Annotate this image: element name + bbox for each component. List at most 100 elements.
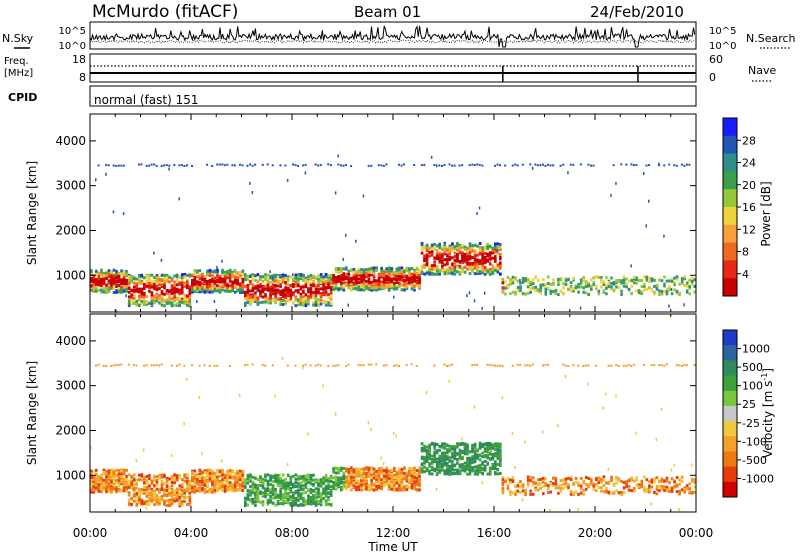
range-cell (188, 298, 192, 302)
range-cell (471, 249, 474, 253)
range-cell (208, 283, 212, 287)
range-cell (486, 254, 489, 258)
range-cell (251, 294, 255, 298)
range-cell (458, 264, 462, 268)
range-cell (175, 296, 179, 300)
range-cell (372, 266, 376, 270)
range-cell (478, 259, 482, 263)
range-cell (622, 281, 626, 285)
range-cell (221, 284, 224, 288)
range-cell (430, 466, 434, 470)
range-cell (438, 164, 441, 167)
range-cell (312, 301, 315, 305)
range-cell (395, 274, 399, 278)
range-cell (218, 284, 222, 288)
range-cell (188, 495, 192, 499)
range-cell (191, 486, 194, 490)
range-cell (256, 496, 260, 499)
range-cell (451, 271, 454, 274)
range-cell (367, 164, 370, 167)
range-cell (473, 243, 477, 247)
range-cell (370, 479, 373, 483)
range-cell (269, 291, 272, 295)
range-cell (420, 446, 424, 450)
range-cell (236, 478, 239, 482)
range-cell (332, 275, 335, 279)
range-cell (183, 281, 186, 285)
range-cell (186, 297, 189, 301)
range-cell (120, 269, 123, 273)
range-cell (483, 272, 487, 276)
range-cell (173, 473, 176, 477)
range-cell (180, 281, 184, 285)
range-cell (183, 301, 186, 305)
range-cell (362, 476, 366, 480)
range-cell (324, 479, 328, 483)
range-cell (385, 471, 388, 475)
range-cell (494, 246, 497, 250)
range-cell (403, 471, 406, 475)
range-cell (441, 453, 444, 457)
range-cell (143, 276, 146, 280)
range-cell (150, 285, 154, 289)
range-cell (438, 454, 441, 458)
range-cell (567, 278, 570, 281)
range-cell (153, 163, 156, 166)
range-cell (663, 289, 666, 293)
beam-title: Beam 01 (354, 3, 421, 21)
range-cell (158, 496, 161, 500)
range-cell (302, 299, 305, 302)
range-cell (433, 469, 436, 473)
range-cell (395, 364, 398, 367)
range-cell (276, 495, 280, 499)
range-cell (105, 272, 108, 275)
range-cell (559, 278, 563, 282)
range-cell (352, 275, 356, 279)
range-cell (140, 488, 144, 492)
range-cell (180, 279, 184, 283)
range-cell (155, 292, 159, 296)
range-cell (223, 489, 227, 493)
range-cell (635, 276, 638, 280)
range-cell (375, 484, 378, 488)
range-cell (509, 277, 512, 281)
range-cell (640, 290, 644, 294)
range-cell (294, 497, 298, 501)
range-cell (420, 467, 424, 471)
range-cell (218, 484, 222, 488)
range-cell (398, 488, 401, 492)
range-cell (564, 279, 568, 283)
range-cell (413, 277, 416, 280)
range-cell (329, 503, 333, 507)
range-cell (350, 479, 353, 482)
range-cell (148, 301, 151, 305)
range-cell (120, 272, 123, 276)
range-cell (170, 291, 174, 295)
range-cell (150, 293, 154, 297)
range-cell (307, 287, 310, 291)
range-cell (680, 281, 684, 285)
range-cell (264, 495, 267, 499)
range-cell (155, 164, 158, 167)
range-cell (403, 270, 406, 274)
range-cell (324, 281, 328, 285)
power-ytick-label: 3000 (55, 179, 86, 193)
range-cell (188, 491, 192, 495)
range-cell (140, 295, 144, 299)
range-cell (476, 262, 479, 266)
range-cell (534, 288, 537, 292)
range-cell (193, 269, 197, 273)
range-cell (264, 275, 267, 279)
range-cell (536, 289, 540, 293)
range-cell (410, 486, 414, 490)
range-cell (352, 473, 356, 477)
range-cell (110, 281, 113, 285)
range-cell (163, 499, 166, 503)
range-cell (352, 282, 356, 286)
range-cell (327, 496, 330, 500)
range-cell (221, 468, 224, 472)
range-cell (130, 296, 133, 300)
range-cell (281, 479, 285, 483)
range-cell (483, 252, 487, 255)
range-cell (327, 296, 330, 300)
